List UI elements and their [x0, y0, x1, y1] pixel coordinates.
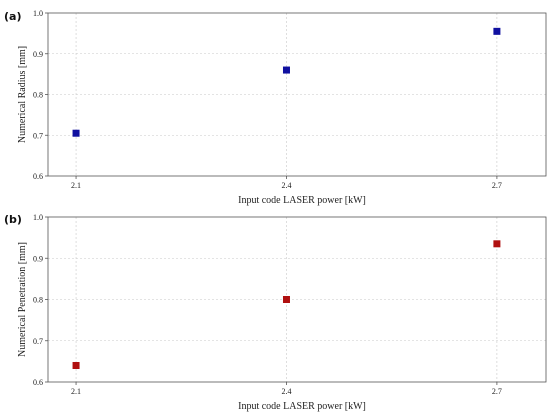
y-tick-label-a: 1.0 [33, 9, 43, 18]
y-tick-label-b: 0.7 [33, 337, 43, 346]
x-tick-label-b: 2.1 [71, 387, 81, 396]
x-tick-label-b: 2.7 [492, 387, 502, 396]
panel-label-b: (b) [4, 213, 22, 226]
y-axis-label-b: Numerical Penetration [mm] [17, 242, 28, 357]
data-point-b [282, 296, 290, 303]
y-tick-label-b: 0.9 [33, 254, 43, 263]
y-tick-label-a: 0.7 [33, 131, 43, 140]
data-point-a [72, 129, 80, 137]
y-tick-label-b: 1.0 [33, 213, 43, 222]
data-point-a [282, 66, 290, 74]
x-tick-label-a: 2.1 [71, 181, 81, 190]
y-axis-label-a: Numerical Radius [mm] [17, 46, 28, 143]
data-point-b [493, 240, 501, 248]
x-axis-label-a: Input code LASER power [kW] [238, 195, 366, 206]
panel-a: (a) 2.1 2.4 2.7 0.6 0.7 0.8 0.9 1.0 Input code … [4, 9, 547, 206]
panel-b: (b) 2.1 2.4 2.7 0.6 0.7 0.8 0.9 1.0 Input code … [4, 213, 547, 412]
data-point-b [72, 362, 80, 369]
x-tick-label-a: 2.4 [281, 181, 291, 190]
panel-label-a: (a) [4, 10, 21, 23]
y-tick-label-a: 0.6 [33, 172, 43, 181]
data-point-a [493, 27, 501, 35]
y-tick-label-a: 0.9 [33, 50, 43, 59]
x-tick-label-b: 2.4 [281, 387, 291, 396]
y-tick-label-b: 0.8 [33, 296, 43, 305]
y-tick-label-a: 0.8 [33, 91, 43, 100]
y-tick-label-b: 0.6 [33, 378, 43, 387]
x-tick-label-a: 2.7 [492, 181, 502, 190]
x-axis-label-b: Input code LASER power [kW] [238, 401, 366, 412]
